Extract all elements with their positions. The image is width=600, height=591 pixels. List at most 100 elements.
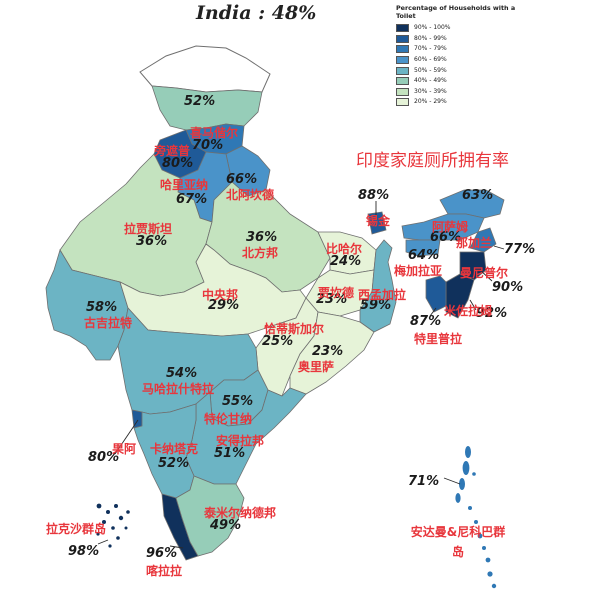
legend-item: 50% - 59% <box>396 65 536 76</box>
pct-haryana: 67% <box>176 192 208 207</box>
northern-region-outline <box>139 45 271 93</box>
pct-lakshadweep: 98% <box>68 544 100 559</box>
state-west-bengal[interactable] <box>359 239 397 333</box>
name-rajasthan: 拉贾斯坦 <box>124 222 173 236</box>
legend-swatch <box>396 87 409 96</box>
legend-label: 80% - 99% <box>414 34 447 42</box>
name-andaman: 安达曼&尼科巴群岛 <box>410 525 506 559</box>
legend-label: 40% - 49% <box>414 77 447 85</box>
state-gujarat[interactable] <box>45 249 129 361</box>
pct-andaman: 71% <box>408 474 440 489</box>
state-odisha[interactable] <box>289 311 375 395</box>
pct-andhra: 51% <box>214 446 246 461</box>
state-nagaland[interactable] <box>469 227 497 253</box>
pct-uttarakhand: 66% <box>226 172 258 187</box>
name-jharkhand: 贾坎德 <box>318 286 355 300</box>
legend-item: 70% - 79% <box>396 44 536 55</box>
pct-kerala: 96% <box>146 546 178 561</box>
state-mizoram[interactable] <box>445 273 475 319</box>
name-mizoram: 米佐拉姆 <box>444 304 493 318</box>
pct-uttar-pradesh: 36% <box>246 230 278 245</box>
pct-himachal: 70% <box>192 138 224 153</box>
pct-meghalaya: 64% <box>408 248 440 263</box>
legend-label: 90% - 100% <box>414 24 451 32</box>
name-manipur: 曼尼普尔 <box>460 266 509 280</box>
pct-odisha: 23% <box>312 344 344 359</box>
pct-west-bengal: 59% <box>360 298 392 313</box>
legend-label: 60% - 69% <box>414 56 447 64</box>
legend-item: 30% - 39% <box>396 87 536 98</box>
name-uttar-pradesh: 北方邦 <box>242 246 279 260</box>
legend-item: 20% - 29% <box>396 97 536 108</box>
legend-swatch <box>396 77 409 86</box>
name-gujarat: 古吉拉特 <box>84 316 133 330</box>
name-tamil-nadu: 泰米尔纳德邦 <box>204 506 277 520</box>
name-lakshadweep: 拉克沙群岛 <box>46 522 107 536</box>
name-uttarakhand: 北阿坎德 <box>226 188 275 202</box>
name-haryana: 哈里亚纳 <box>160 178 209 192</box>
state-manipur[interactable] <box>459 251 487 281</box>
legend-swatch <box>396 24 409 33</box>
state-tripura[interactable] <box>425 275 447 313</box>
name-assam: 阿萨姆 <box>432 220 469 234</box>
name-sikkim: 锡金 <box>366 214 391 228</box>
state-tamil-nadu[interactable] <box>175 475 245 557</box>
name-odisha: 奥里萨 <box>298 360 335 374</box>
pct-bihar: 24% <box>330 254 362 269</box>
pct-madhya-pradesh: 29% <box>208 298 240 313</box>
pct-goa: 80% <box>88 450 120 465</box>
name-bihar: 比哈尔 <box>326 242 363 256</box>
pct-sikkim: 88% <box>358 188 390 203</box>
pct-punjab: 80% <box>162 156 194 171</box>
name-andhra: 安得拉邦 <box>216 434 265 448</box>
pct-gujarat: 58% <box>86 300 118 315</box>
legend-swatch <box>396 56 409 65</box>
pct-tamil-nadu: 49% <box>210 518 242 533</box>
state-sikkim[interactable] <box>367 211 387 235</box>
name-himachal: 喜马偕尔 <box>190 126 239 140</box>
state-karnataka[interactable] <box>133 403 197 499</box>
legend-item: 80% - 99% <box>396 34 536 45</box>
pct-arunachal: 63% <box>462 188 494 203</box>
legend-swatch <box>396 45 409 54</box>
name-goa: 果阿 <box>112 442 137 456</box>
state-goa[interactable] <box>131 409 143 429</box>
name-maharashtra: 马哈拉什特拉 <box>142 382 215 396</box>
pct-manipur: 90% <box>492 280 524 295</box>
pct-chhattisgarh: 25% <box>262 334 294 349</box>
name-madhya-pradesh: 中央邦 <box>202 288 239 302</box>
pct-mizoram: 92% <box>476 306 508 321</box>
pct-tripura: 87% <box>410 314 442 329</box>
name-west-bengal: 西孟加拉 <box>358 288 407 302</box>
name-nagaland: 那加兰 <box>456 236 493 250</box>
map-title: India : 48% <box>196 2 317 24</box>
legend-item: 40% - 49% <box>396 76 536 87</box>
legend-item: 60% - 69% <box>396 55 536 66</box>
andaman-islands <box>455 446 497 589</box>
pct-jharkhand: 23% <box>316 292 348 307</box>
legend-swatch <box>396 66 409 75</box>
pct-nagaland: 77% <box>504 242 536 257</box>
state-meghalaya[interactable] <box>405 239 441 257</box>
legend-label: 20% - 29% <box>414 98 447 106</box>
pct-rajasthan: 36% <box>136 234 168 249</box>
legend: Percentage of Households with a Toilet 9… <box>396 4 536 108</box>
label-pointer-lines <box>97 201 505 549</box>
name-karnataka: 卡纳塔克 <box>150 442 199 456</box>
legend-item: 90% - 100% <box>396 23 536 34</box>
name-meghalaya: 梅加拉亚 <box>394 264 443 278</box>
subtitle: 印度家庭厕所拥有率 <box>356 151 509 171</box>
name-telangana: 特伦甘纳 <box>204 412 253 426</box>
name-kerala: 喀拉拉 <box>146 564 183 578</box>
name-punjab: 旁遮普 <box>154 144 191 158</box>
legend-label: 70% - 79% <box>414 45 447 53</box>
name-chhattisgarh: 恰蒂斯加尔 <box>264 322 325 336</box>
pct-telangana: 55% <box>222 394 254 409</box>
legend-swatch <box>396 34 409 43</box>
name-tripura: 特里普拉 <box>414 332 463 346</box>
pct-jammu-kashmir: 52% <box>184 94 216 109</box>
lakshadweep-islands <box>96 503 130 548</box>
pct-maharashtra: 54% <box>166 366 198 381</box>
legend-label: 50% - 59% <box>414 66 447 74</box>
